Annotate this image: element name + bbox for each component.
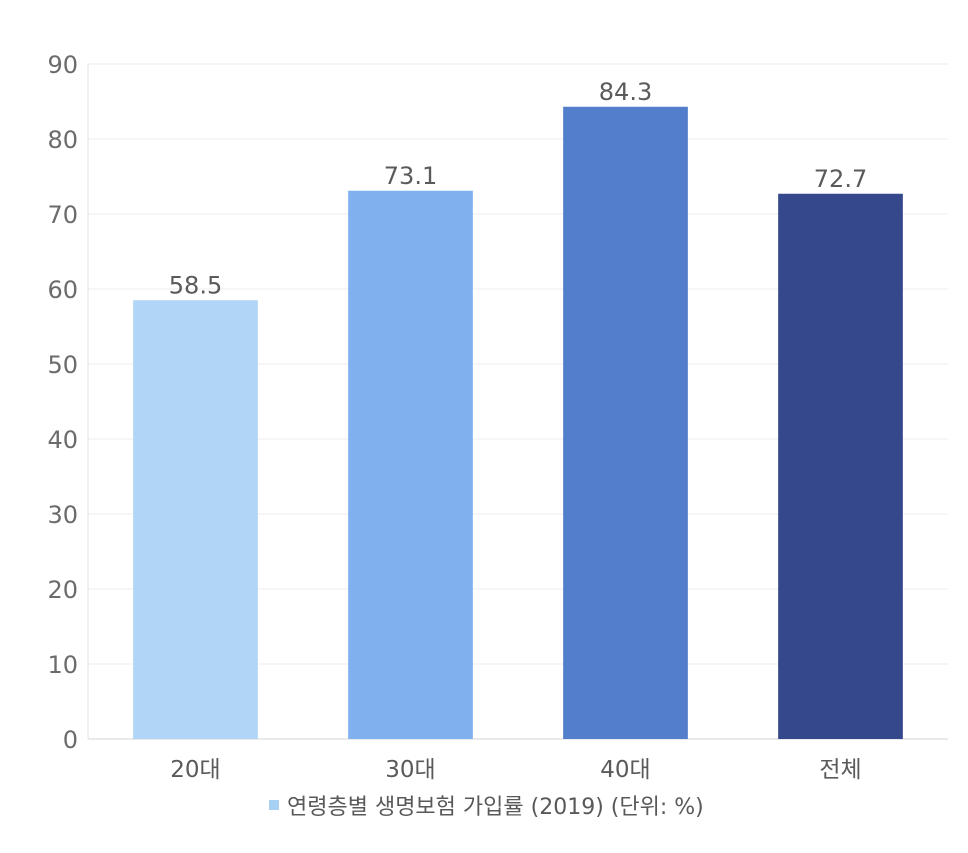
y-axis: 0 10 20 30 40 50 60 70 80 90 [47, 51, 89, 754]
bar [778, 193, 903, 739]
y-tick-label: 60 [47, 276, 78, 304]
data-label: 73.1 [384, 162, 437, 190]
y-tick-label: 90 [47, 51, 78, 79]
legend: 연령층별 생명보험 가입률 (2019) (단위: %) [269, 795, 704, 820]
legend-swatch [269, 800, 279, 810]
x-axis: 20대 30대 40대 전체 [170, 757, 861, 783]
data-label: 72.7 [814, 165, 867, 193]
data-label: 58.5 [169, 271, 222, 299]
bar [348, 190, 473, 739]
data-labels: 58.5 73.1 84.3 72.7 [169, 78, 867, 300]
y-tick-label: 10 [47, 651, 78, 679]
y-tick-label: 80 [47, 126, 78, 154]
y-tick-label: 30 [47, 501, 78, 529]
y-tick-label: 0 [63, 726, 78, 754]
x-tick-label: 20대 [170, 757, 220, 783]
legend-label: 연령층별 생명보험 가입률 (2019) (단위: %) [287, 795, 704, 820]
bar [563, 106, 688, 739]
y-tick-label: 20 [47, 576, 78, 604]
x-tick-label: 30대 [385, 757, 435, 783]
y-tick-label: 40 [47, 426, 78, 454]
x-tick-label: 40대 [600, 757, 650, 783]
y-tick-label: 70 [47, 201, 78, 229]
data-label: 84.3 [599, 78, 652, 106]
bar-series [133, 106, 903, 739]
x-tick-label: 전체 [819, 757, 861, 783]
bar [133, 300, 258, 739]
y-tick-label: 50 [47, 351, 78, 379]
